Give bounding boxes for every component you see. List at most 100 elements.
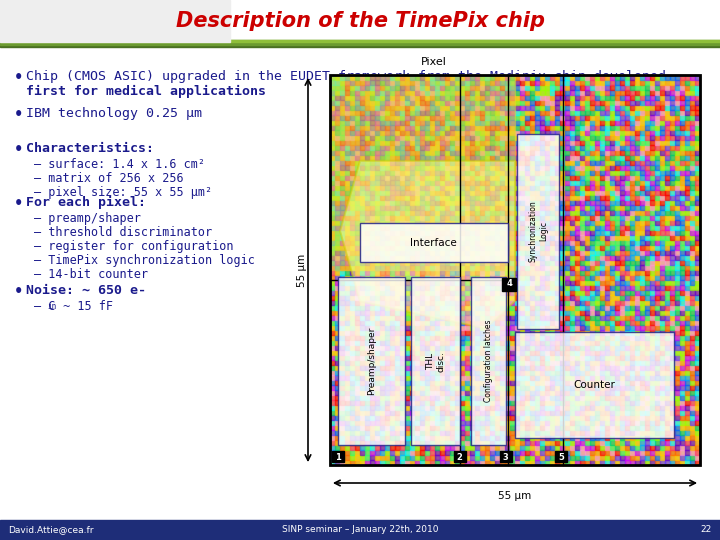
Bar bbox=[675, 125, 680, 130]
Bar bbox=[485, 245, 490, 250]
Bar bbox=[555, 116, 559, 120]
Bar bbox=[470, 210, 474, 215]
Bar bbox=[665, 265, 670, 270]
Bar bbox=[475, 220, 480, 225]
Bar bbox=[430, 400, 435, 405]
Bar bbox=[545, 400, 549, 405]
Bar bbox=[625, 230, 630, 235]
Bar bbox=[645, 271, 649, 275]
Bar bbox=[610, 426, 615, 430]
Bar bbox=[338, 278, 405, 445]
Bar bbox=[360, 440, 365, 445]
Bar bbox=[355, 75, 360, 80]
Bar bbox=[590, 370, 595, 375]
Bar bbox=[580, 340, 585, 345]
Bar bbox=[465, 245, 469, 250]
Bar bbox=[405, 380, 410, 385]
Bar bbox=[690, 235, 695, 240]
Bar bbox=[560, 180, 564, 185]
Bar bbox=[440, 116, 445, 120]
Bar bbox=[640, 255, 644, 260]
Bar bbox=[540, 75, 545, 80]
Bar bbox=[605, 240, 610, 245]
Bar bbox=[455, 85, 459, 90]
Bar bbox=[515, 190, 520, 195]
Bar bbox=[390, 110, 395, 115]
Bar bbox=[395, 285, 400, 290]
Bar bbox=[620, 116, 625, 120]
Bar bbox=[620, 156, 625, 160]
Bar bbox=[480, 406, 485, 410]
Bar bbox=[625, 330, 630, 335]
Bar bbox=[390, 340, 395, 345]
Bar bbox=[500, 220, 505, 225]
Bar bbox=[440, 280, 445, 285]
Bar bbox=[515, 75, 520, 80]
Bar bbox=[475, 415, 480, 420]
Text: David.Attie@cea.fr: David.Attie@cea.fr bbox=[8, 525, 94, 535]
Bar bbox=[665, 251, 670, 255]
Bar bbox=[425, 355, 430, 360]
Bar bbox=[480, 170, 485, 175]
Bar bbox=[535, 170, 540, 175]
Bar bbox=[600, 215, 605, 220]
Bar bbox=[510, 105, 515, 110]
Bar bbox=[335, 240, 340, 245]
Bar bbox=[345, 450, 350, 455]
Bar bbox=[435, 345, 440, 350]
Bar bbox=[645, 450, 649, 455]
Bar bbox=[480, 380, 485, 385]
Bar bbox=[430, 265, 435, 270]
Bar bbox=[630, 75, 635, 80]
Bar bbox=[330, 205, 335, 210]
Bar bbox=[385, 386, 390, 390]
Bar bbox=[605, 390, 610, 395]
Bar bbox=[625, 325, 630, 330]
Bar bbox=[535, 430, 540, 435]
Bar bbox=[375, 280, 379, 285]
Bar bbox=[510, 260, 515, 265]
Bar bbox=[605, 460, 610, 465]
Bar bbox=[415, 295, 420, 300]
Bar bbox=[530, 235, 535, 240]
Bar bbox=[400, 160, 405, 165]
Bar bbox=[330, 120, 335, 125]
Bar bbox=[500, 440, 505, 445]
Bar bbox=[690, 225, 695, 230]
Bar bbox=[465, 360, 469, 365]
Bar bbox=[680, 195, 685, 200]
Bar bbox=[445, 105, 450, 110]
Bar bbox=[655, 275, 660, 280]
Bar bbox=[645, 176, 649, 180]
Bar bbox=[480, 375, 485, 380]
Bar bbox=[670, 240, 675, 245]
Bar bbox=[465, 430, 469, 435]
Bar bbox=[495, 330, 500, 335]
Bar bbox=[420, 110, 425, 115]
Bar bbox=[330, 395, 335, 400]
Bar bbox=[400, 240, 405, 245]
Bar bbox=[410, 265, 415, 270]
Bar bbox=[535, 415, 540, 420]
Bar bbox=[530, 406, 535, 410]
Bar bbox=[605, 190, 610, 195]
Bar bbox=[590, 255, 595, 260]
Bar bbox=[605, 375, 610, 380]
Bar bbox=[630, 125, 635, 130]
Bar bbox=[510, 190, 515, 195]
Bar bbox=[400, 285, 405, 290]
Bar bbox=[585, 271, 590, 275]
Bar bbox=[575, 380, 580, 385]
Bar bbox=[430, 180, 435, 185]
Bar bbox=[350, 85, 355, 90]
Bar bbox=[640, 245, 644, 250]
Bar bbox=[445, 305, 450, 310]
Bar bbox=[440, 160, 445, 165]
Bar bbox=[405, 395, 410, 400]
Bar bbox=[565, 140, 570, 145]
Bar bbox=[475, 460, 480, 465]
Bar bbox=[635, 105, 639, 110]
Bar bbox=[465, 215, 469, 220]
Bar bbox=[590, 350, 595, 355]
Bar bbox=[645, 370, 649, 375]
